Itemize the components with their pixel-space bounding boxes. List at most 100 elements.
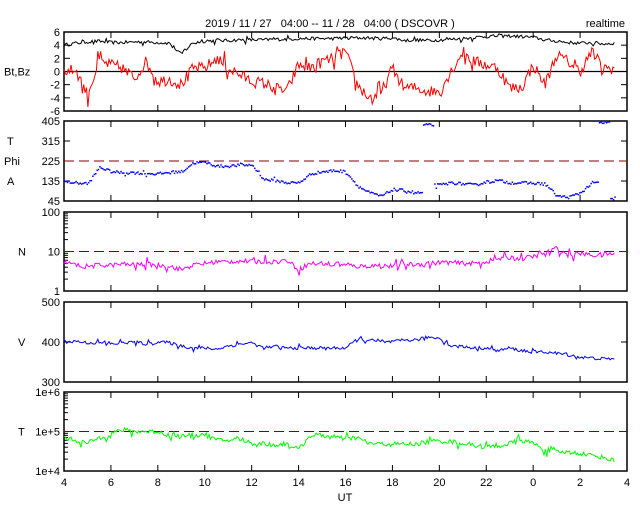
phi-data-point (403, 190, 405, 192)
phi-data-point (520, 182, 522, 184)
phi-data-point (429, 123, 431, 125)
phi-data-point (163, 173, 165, 175)
phi-data-point (225, 165, 227, 167)
phi-data-point (526, 181, 528, 183)
phi-data-point (309, 173, 311, 175)
phi-data-point (530, 182, 532, 184)
phi-data-point (80, 182, 82, 184)
phi-data-point (524, 181, 526, 183)
phi-data-point (230, 166, 232, 168)
phi-data-point (254, 168, 256, 170)
phi-data-point (278, 180, 280, 182)
phi-data-point (216, 165, 218, 167)
phi-data-point (502, 179, 504, 181)
phi-data-point (144, 173, 146, 175)
phi-data-point (602, 123, 604, 125)
phi-data-point (565, 197, 567, 199)
phi-data-point (603, 123, 605, 125)
phi-data-point (322, 171, 324, 173)
phi-data-point (385, 192, 387, 194)
t-series-line (64, 428, 614, 462)
phi-data-point (154, 174, 156, 176)
phi-data-point (448, 182, 450, 184)
phi-data-point (492, 181, 494, 183)
phi-data-point (400, 188, 402, 190)
y-tick-label: 100 (42, 207, 60, 219)
phi-data-point (279, 182, 281, 184)
phi-data-point (437, 183, 439, 185)
phi-data-point (202, 161, 204, 163)
phi-data-point (468, 183, 470, 185)
phi-data-point (126, 172, 128, 174)
phi-data-point (548, 187, 550, 189)
phi-data-point (423, 124, 425, 126)
phi-data-point (445, 183, 447, 185)
y-tick-label: 315 (42, 136, 60, 148)
phi-data-point (106, 168, 108, 170)
phi-data-point (375, 193, 377, 195)
phi-data-point (261, 177, 263, 179)
x-tick-label: 6 (108, 477, 114, 489)
phi-data-point (315, 173, 317, 175)
phi-data-point (578, 194, 580, 196)
phi-data-point (244, 165, 246, 167)
phi-data-point (75, 181, 77, 183)
phi-data-point (557, 195, 559, 197)
phi-data-point (371, 192, 373, 194)
phi-data-point (208, 162, 210, 164)
phi-data-point (282, 181, 284, 183)
phi-data-point (378, 195, 380, 197)
phi-data-point (488, 180, 490, 182)
phi-data-point (310, 174, 312, 176)
phi-data-point (576, 193, 578, 195)
phi-data-point (227, 166, 229, 168)
phi-data-point (571, 195, 573, 197)
phi-data-point (369, 192, 371, 194)
phi-data-point (503, 182, 505, 184)
phi-data-point (298, 181, 300, 183)
phi-data-point (103, 169, 105, 171)
phi-data-point (96, 170, 98, 172)
phi-data-point (379, 195, 381, 197)
phi-data-point (568, 198, 570, 200)
phi-data-point (161, 173, 163, 175)
phi-data-point (118, 171, 120, 173)
phi-data-point (74, 182, 76, 184)
panel-mag: 6420-2-4-6Bt,Bz (4, 27, 627, 118)
phi-data-point (184, 170, 186, 172)
phi-data-point (534, 184, 536, 186)
phi-data-point (92, 176, 94, 178)
y-tick-label: 0 (54, 67, 60, 79)
phi-data-point (248, 164, 250, 166)
phi-data-point (475, 183, 477, 185)
phi-data-point (127, 173, 129, 175)
y-axis-label: A (7, 176, 15, 188)
phi-data-point (479, 184, 481, 186)
phi-data-point (382, 195, 384, 197)
phi-data-point (336, 171, 338, 173)
phi-data-point (440, 183, 442, 185)
phi-data-point (434, 183, 436, 185)
phi-data-point (427, 124, 429, 126)
phi-data-point (188, 166, 190, 168)
phi-data-point (605, 121, 607, 123)
phi-data-point (323, 171, 325, 173)
phi-data-point (430, 123, 432, 125)
phi-data-point (583, 191, 585, 193)
x-tick-label: 20 (433, 477, 445, 489)
phi-data-point (462, 183, 464, 185)
phi-data-point (517, 182, 519, 184)
phi-data-point (237, 163, 239, 165)
phi-data-point (122, 172, 124, 174)
phi-data-point (537, 182, 539, 184)
phi-data-point (409, 191, 411, 193)
phi-data-point (436, 188, 438, 190)
phi-data-point (551, 189, 553, 191)
phi-data-point (220, 164, 222, 166)
phi-data-point (240, 163, 242, 165)
phi-data-point (593, 182, 595, 184)
phi-data-point (364, 189, 366, 191)
y-axis-label: T (7, 136, 14, 148)
phi-data-point (147, 173, 149, 175)
y-tick-label: 500 (42, 297, 60, 309)
